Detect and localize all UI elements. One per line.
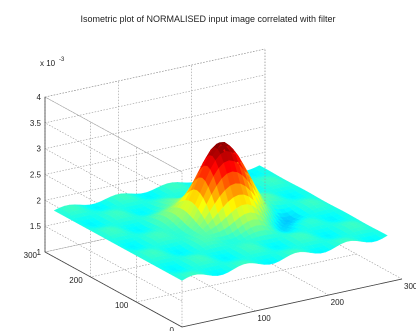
z-exponent-power: -3 xyxy=(59,57,65,63)
z-tick-label: 2 xyxy=(37,196,42,205)
x-tick-label: 200 xyxy=(331,298,345,307)
x-axis-line xyxy=(181,278,403,328)
y-tick-label: 300 xyxy=(24,251,38,260)
z-tick-label: 1 xyxy=(37,248,42,257)
z-tick-label: 1.5 xyxy=(30,222,42,231)
box-edge xyxy=(44,96,183,173)
y-tick-label: 0 xyxy=(170,326,175,331)
tick-labels: 11.522.533.5401002003000100200300 xyxy=(24,93,416,331)
z-tick-label: 3.5 xyxy=(30,119,42,128)
z-tick-label: 4 xyxy=(37,93,42,102)
y-tick-label: 100 xyxy=(115,301,129,310)
box-edge xyxy=(44,48,266,98)
y-axis-line xyxy=(44,251,183,328)
z-tick-label: 2.5 xyxy=(30,171,42,180)
chart-title: Isometric plot of NORMALISED input image… xyxy=(80,14,336,24)
axes-frame xyxy=(44,48,403,328)
x-tick-label: 100 xyxy=(257,314,271,323)
x-tick-label: 300 xyxy=(404,282,416,291)
surface-facet xyxy=(378,233,388,239)
y-tick-label: 200 xyxy=(69,276,83,285)
z-tick-label: 3 xyxy=(37,145,42,154)
surface-mesh xyxy=(53,142,388,281)
z-exponent-label: x 10 xyxy=(40,59,56,68)
